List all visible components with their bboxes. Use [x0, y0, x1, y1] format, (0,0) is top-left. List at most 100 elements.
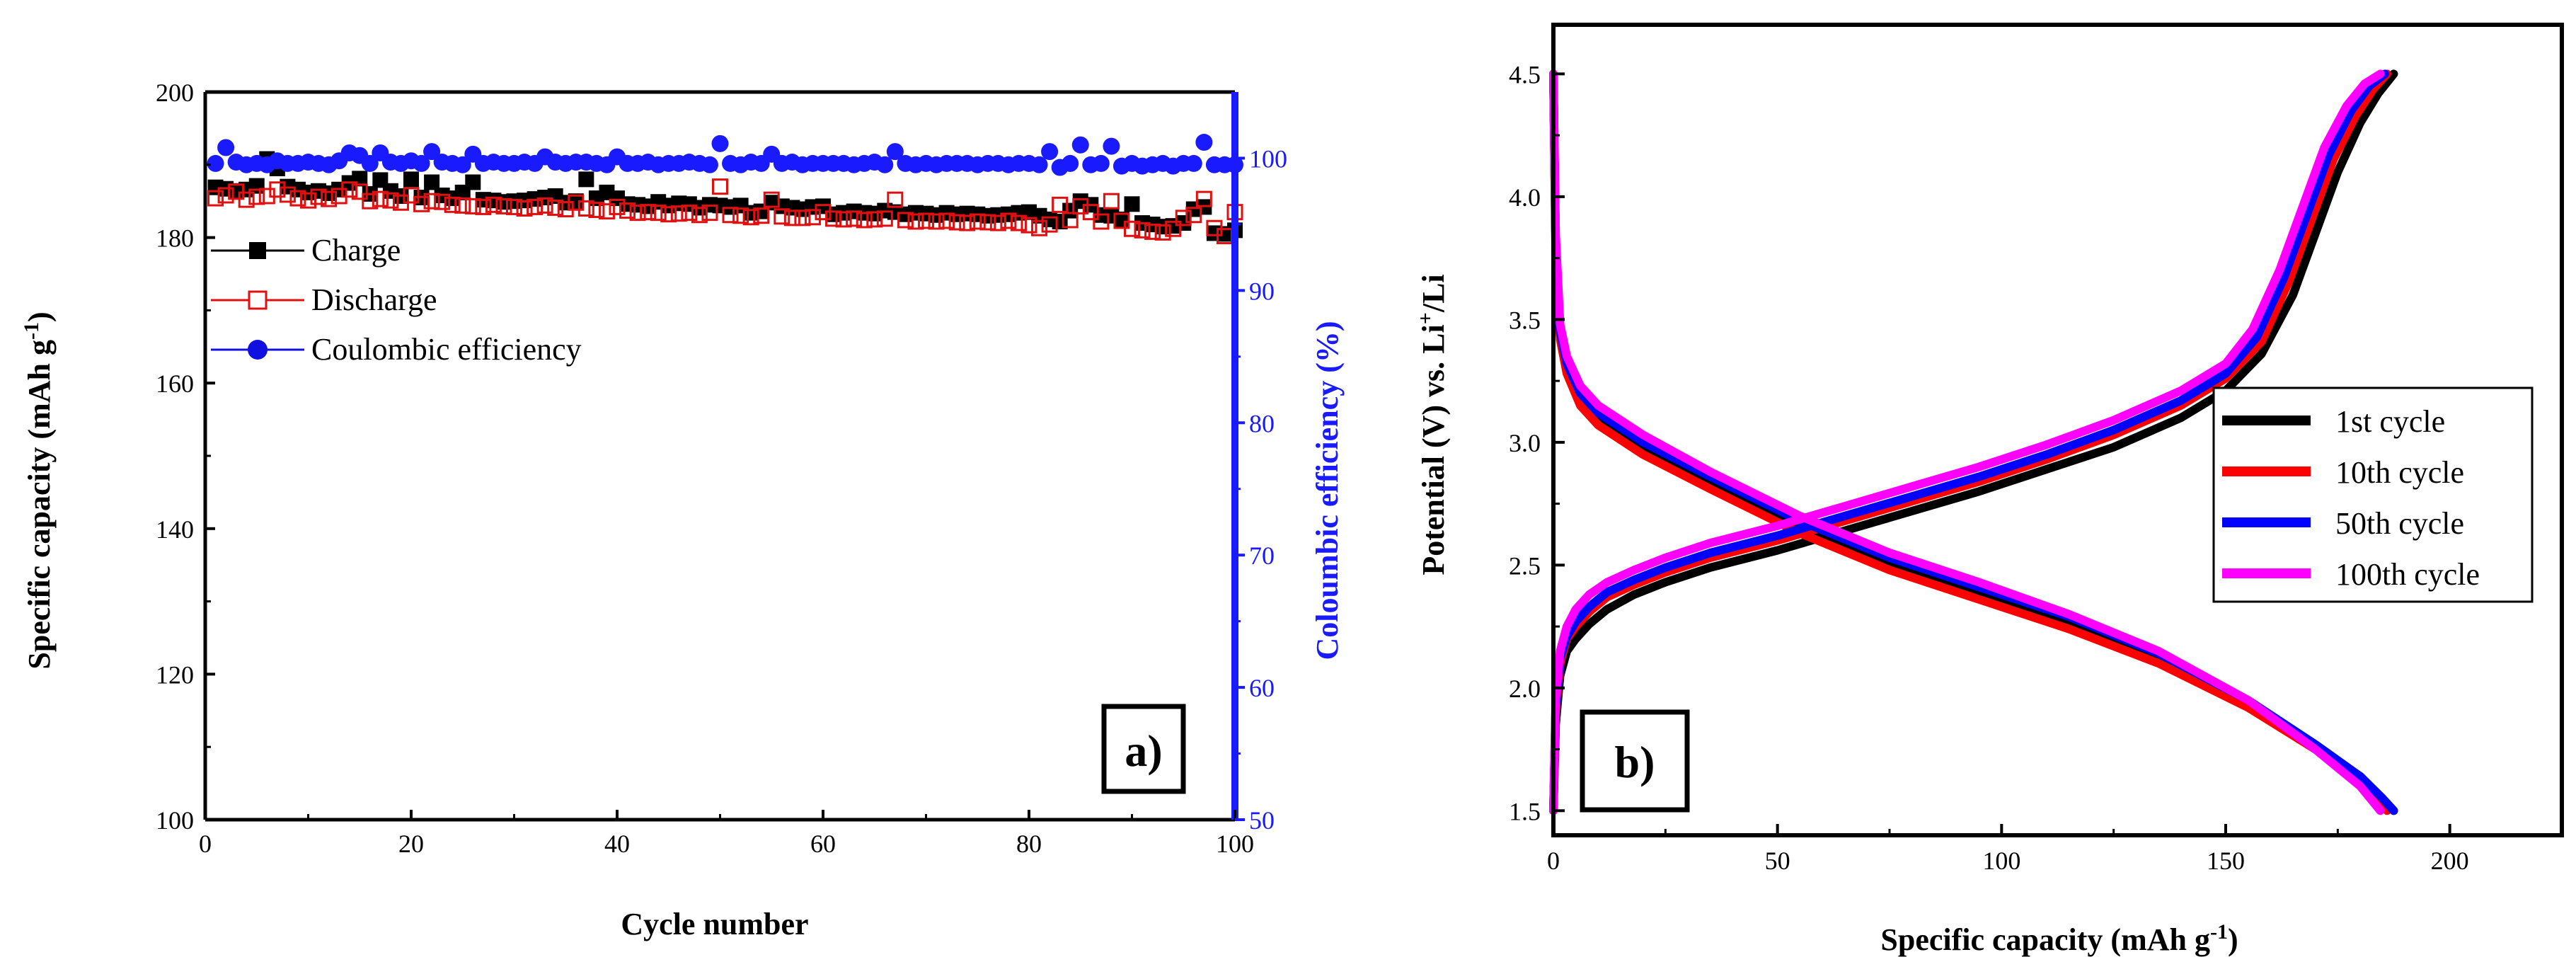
discharge-point	[382, 192, 399, 209]
y-tick-label: 4.5	[1509, 60, 1541, 88]
x-tick-label: 60	[810, 830, 836, 858]
chart-panel-a: 0 20 40 60 80 100 100 120 140 160 180 200 50 60 70 80 90…	[20, 79, 1345, 941]
panel-b-legend: 1st cycle 10th cycle 50th cycle 100th cycle	[2212, 386, 2534, 603]
y2-tick-label: 90	[1249, 277, 1275, 305]
panel-a-y2-axis-title: Coloumbic efficiency (%)	[1310, 321, 1345, 660]
discharge-point	[341, 181, 358, 198]
discharge-point	[691, 207, 708, 224]
discharge-point	[907, 213, 924, 230]
discharge-point	[588, 202, 605, 219]
panel-b-x-axis-title: Specific capacity (mAh g-1)	[1880, 920, 2238, 957]
discharge-point	[423, 193, 440, 210]
x-tick-label: 80	[1016, 830, 1042, 858]
y2-tick-label: 80	[1249, 409, 1275, 437]
discharge-point	[413, 195, 430, 212]
discharge-point	[742, 209, 759, 226]
panel-a-x-axis-title: Cycle number	[621, 907, 808, 941]
panel-a-label: a)	[1125, 726, 1162, 776]
legend-marker	[249, 242, 266, 259]
curve-discharge	[1549, 69, 2385, 815]
discharge-point	[959, 214, 976, 231]
efficiency-point	[876, 156, 894, 173]
discharge-point	[321, 190, 338, 207]
discharge-point	[527, 198, 544, 215]
discharge-point	[979, 214, 996, 231]
efficiency-point	[886, 143, 904, 161]
discharge-point	[362, 193, 379, 210]
charge-point	[424, 174, 440, 190]
y2-tick-label: 100	[1249, 144, 1287, 173]
legend-label: 1st cycle	[2335, 404, 2445, 439]
charge-point	[248, 178, 265, 194]
discharge-point	[279, 186, 296, 203]
panel-b-frame	[1551, 23, 2564, 837]
discharge-point	[372, 190, 389, 207]
discharge-point	[650, 205, 667, 222]
discharge-point	[1195, 190, 1212, 207]
efficiency-point	[413, 154, 430, 172]
discharge-point	[1165, 220, 1182, 237]
discharge-point	[835, 211, 852, 228]
charge-point	[578, 171, 594, 188]
efficiency-point	[1195, 134, 1213, 151]
y-tick-label: 140	[156, 515, 194, 544]
discharge-point	[846, 210, 863, 227]
legend-label: 100th cycle	[2335, 557, 2480, 592]
discharge-point	[928, 213, 945, 230]
curve-charge	[1549, 69, 2385, 815]
legend-label: 50th cycle	[2335, 506, 2464, 541]
discharge-point	[1185, 207, 1202, 224]
panel-b-y-axis-title: Potential (V) vs. Li+/Li	[1414, 274, 1451, 575]
efficiency-point	[217, 139, 235, 156]
discharge-point	[918, 212, 934, 229]
y-tick-label: 1.5	[1509, 797, 1541, 825]
panel-a-legend: Charge Discharge Coulombic efficiency	[211, 233, 582, 367]
discharge-point	[1103, 193, 1120, 210]
charge-point	[403, 171, 419, 188]
discharge-point	[248, 188, 265, 205]
discharge-point	[1020, 217, 1037, 234]
discharge-point	[598, 203, 615, 220]
discharge-point	[1082, 204, 1099, 221]
discharge-point	[609, 198, 626, 215]
panel-b-label: b)	[1615, 737, 1655, 787]
discharge-point	[506, 198, 522, 215]
discharge-point	[732, 207, 749, 224]
efficiency-point	[361, 154, 379, 172]
discharge-point	[464, 197, 481, 214]
discharge-point	[536, 197, 553, 214]
curve-charge	[1549, 69, 2389, 815]
efficiency-point	[1103, 137, 1120, 155]
efficiency-point	[701, 156, 718, 173]
discharge-point	[568, 194, 585, 211]
chart-panel-b: 0 50 100 150 200 1.5 2.0 2.5 3.0 3.5 4.0 4.5 Specif…	[1414, 23, 2564, 957]
discharge-point	[1124, 220, 1140, 237]
charge-point	[465, 174, 481, 190]
discharge-point	[876, 210, 893, 227]
panel-a-axes: 0 20 40 60 80 100 100 120 140 160 180 200 50 60 70 80 90…	[156, 79, 1287, 858]
y-tick-label: 200	[156, 79, 194, 107]
discharge-point	[1134, 222, 1151, 239]
curve-charge	[1549, 69, 2398, 815]
discharge-point	[1154, 224, 1171, 241]
y2-tick-label: 70	[1249, 542, 1275, 570]
discharge-point	[547, 199, 564, 216]
discharge-point	[701, 205, 718, 222]
discharge-point	[1175, 210, 1192, 227]
discharge-point	[866, 211, 883, 228]
discharge-point	[1052, 196, 1069, 213]
discharge-point	[444, 196, 461, 213]
discharge-point	[351, 183, 368, 200]
panel-b-axes: 0 50 100 150 200 1.5 2.0 2.5 3.0 3.5 4.0 4.5	[1509, 23, 2564, 875]
x-tick-label: 100	[1982, 847, 2020, 875]
discharge-point	[485, 196, 502, 213]
y-tick-label: 2.5	[1509, 551, 1541, 580]
efficiency-point	[1030, 156, 1048, 173]
discharge-point	[454, 197, 471, 214]
discharge-point	[640, 204, 657, 221]
discharge-point	[434, 193, 451, 210]
efficiency-point	[1185, 154, 1202, 172]
y-tick-label: 160	[156, 369, 194, 398]
discharge-point	[948, 214, 965, 231]
y-tick-label: 3.0	[1509, 429, 1541, 457]
